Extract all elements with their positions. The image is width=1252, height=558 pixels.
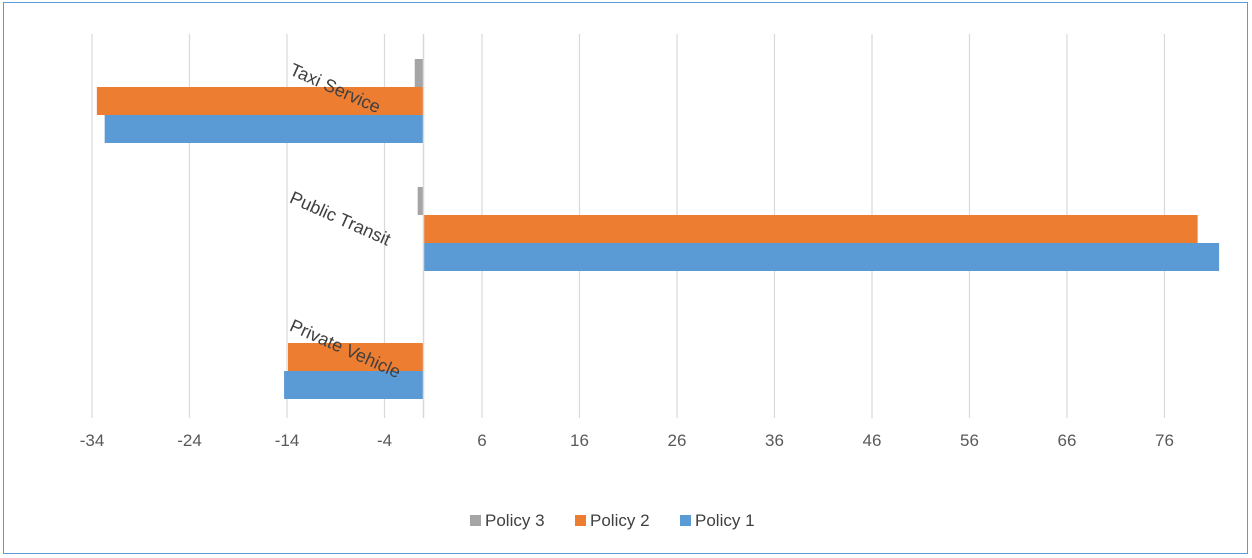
bar xyxy=(423,215,1198,243)
x-tick-label: 66 xyxy=(1058,431,1077,450)
bar xyxy=(414,59,424,87)
legend-label: Policy 2 xyxy=(590,511,650,530)
bar xyxy=(287,343,424,371)
legend-label: Policy 3 xyxy=(485,511,545,530)
bar xyxy=(423,243,1220,271)
x-tick-label: -34 xyxy=(80,431,105,450)
x-tick-label: -4 xyxy=(377,431,392,450)
bar xyxy=(284,371,424,399)
bar xyxy=(417,187,424,215)
x-tick-label: 16 xyxy=(570,431,589,450)
x-tick-label: -24 xyxy=(177,431,202,450)
bar xyxy=(104,115,424,143)
x-tick-label: 6 xyxy=(477,431,486,450)
legend-swatch xyxy=(470,515,481,526)
legend-swatch xyxy=(575,515,586,526)
x-tick-label: 36 xyxy=(765,431,784,450)
x-tick-label: 46 xyxy=(863,431,882,450)
legend-swatch xyxy=(680,515,691,526)
x-tick-label: -14 xyxy=(275,431,300,450)
x-tick-label: 76 xyxy=(1155,431,1174,450)
x-tick-label: 56 xyxy=(960,431,979,450)
legend-label: Policy 1 xyxy=(695,511,755,530)
x-tick-label: 26 xyxy=(668,431,687,450)
bar xyxy=(96,87,424,115)
category-label: Public Transit xyxy=(287,187,394,249)
